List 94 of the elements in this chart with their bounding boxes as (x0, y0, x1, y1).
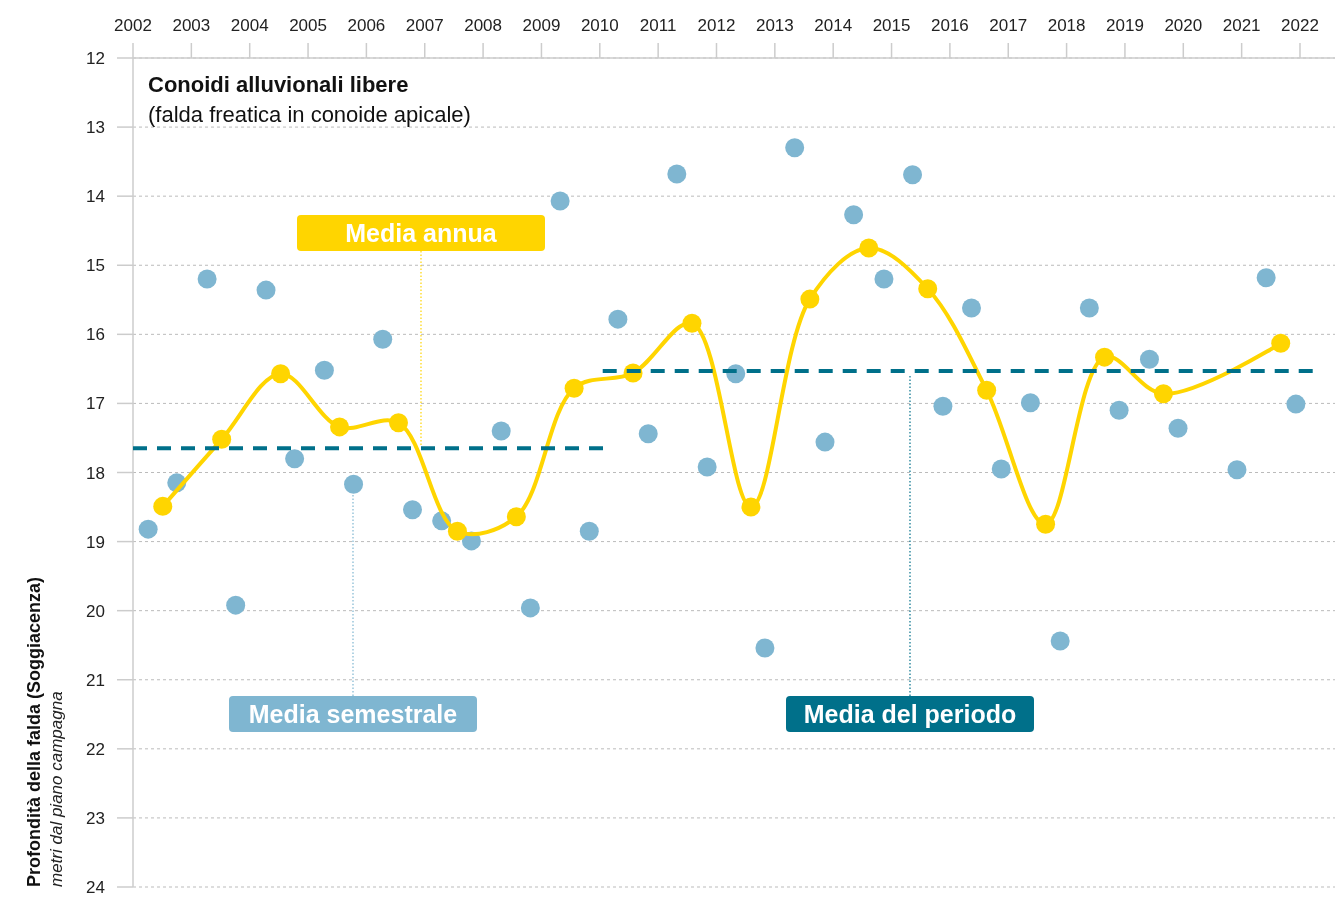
y-tick-label: 20 (86, 601, 105, 621)
point (1020, 393, 1040, 413)
point (785, 138, 805, 158)
point (844, 205, 864, 225)
point (1227, 460, 1247, 480)
point (271, 364, 291, 384)
x-tick-label: 2015 (872, 16, 911, 35)
point (1256, 268, 1276, 288)
text: (falda freatica in conoide apicale) (148, 102, 471, 127)
point (138, 519, 158, 539)
point (388, 413, 408, 433)
point (506, 507, 526, 527)
point (1036, 514, 1056, 534)
x-tick-label: 2006 (347, 16, 386, 35)
y-tick-label: 22 (86, 739, 105, 759)
point (1168, 418, 1188, 438)
text: Media annua (345, 219, 498, 247)
point (933, 396, 953, 416)
point (153, 496, 173, 516)
y-tick-label: 16 (86, 325, 105, 345)
x-tick-label: 2003 (172, 16, 211, 35)
x-tick-label: 2014 (814, 16, 853, 35)
point (285, 449, 305, 469)
point (815, 432, 835, 452)
point (550, 191, 570, 211)
point (1050, 631, 1070, 651)
point (520, 598, 540, 618)
point (859, 238, 879, 258)
x-tick-label: 2017 (989, 16, 1028, 35)
point (1153, 384, 1173, 404)
y-axis-title: Profondità della falda (Soggiacenza) (24, 576, 44, 887)
x-tick-label: 2019 (1106, 16, 1144, 35)
y-tick-label: 14 (86, 187, 105, 207)
point (447, 521, 467, 541)
point (741, 497, 761, 517)
y-tick-label: 21 (86, 670, 105, 690)
x-tick-label: 2013 (755, 16, 794, 35)
y-tick-label: 17 (86, 394, 105, 414)
point (226, 595, 246, 615)
point (638, 424, 658, 444)
y-tick-label: 18 (86, 463, 105, 483)
text: Conoidi alluvionali libere (148, 72, 409, 97)
point (918, 279, 938, 299)
y-tick-label: 13 (86, 118, 105, 138)
point (314, 360, 334, 380)
x-tick-label: 2018 (1047, 16, 1086, 35)
x-tick-label: 2010 (580, 16, 619, 35)
y-tick-label: 19 (86, 532, 105, 552)
point (579, 521, 599, 541)
point (682, 313, 702, 333)
point (1286, 394, 1306, 414)
point (1139, 349, 1159, 369)
x-tick-label: 2016 (930, 16, 969, 35)
point (373, 329, 393, 349)
text: Media semestrale (248, 700, 458, 728)
text: Media del periodo (803, 700, 1017, 728)
point (961, 298, 981, 318)
x-tick-label: 2011 (639, 16, 677, 35)
point (1271, 333, 1291, 353)
x-tick-label: 2005 (289, 16, 327, 35)
x-tick-label: 2007 (405, 16, 444, 35)
x-tick-label: 2009 (522, 16, 561, 35)
point (697, 457, 717, 477)
point (491, 421, 511, 441)
y-tick-label: 23 (86, 808, 105, 828)
point (903, 165, 923, 185)
point (1095, 347, 1115, 367)
text: metri dal piano campagna (47, 691, 66, 887)
x-tick-label: 2002 (114, 16, 152, 35)
x-tick-label: 2004 (230, 16, 269, 35)
x-tick-label: 2012 (697, 16, 736, 35)
point (1109, 400, 1129, 420)
y-tick-label: 12 (86, 49, 105, 68)
point (402, 500, 422, 520)
point (330, 417, 350, 437)
point (800, 289, 820, 309)
point (344, 474, 364, 494)
x-tick-label: 2020 (1164, 16, 1203, 35)
point (755, 638, 775, 658)
point (991, 459, 1011, 479)
point (667, 164, 687, 184)
point (874, 269, 894, 289)
point (1079, 298, 1099, 318)
point (608, 309, 628, 329)
point (256, 280, 276, 300)
y-tick-label: 15 (86, 256, 105, 276)
x-tick-label: 2022 (1281, 16, 1319, 35)
x-tick-label: 2008 (464, 16, 503, 35)
point (977, 380, 997, 400)
x-tick-label: 2021 (1222, 16, 1261, 35)
point (197, 269, 217, 289)
point (564, 378, 584, 398)
point (212, 429, 232, 449)
y-tick-label: 24 (86, 878, 105, 897)
